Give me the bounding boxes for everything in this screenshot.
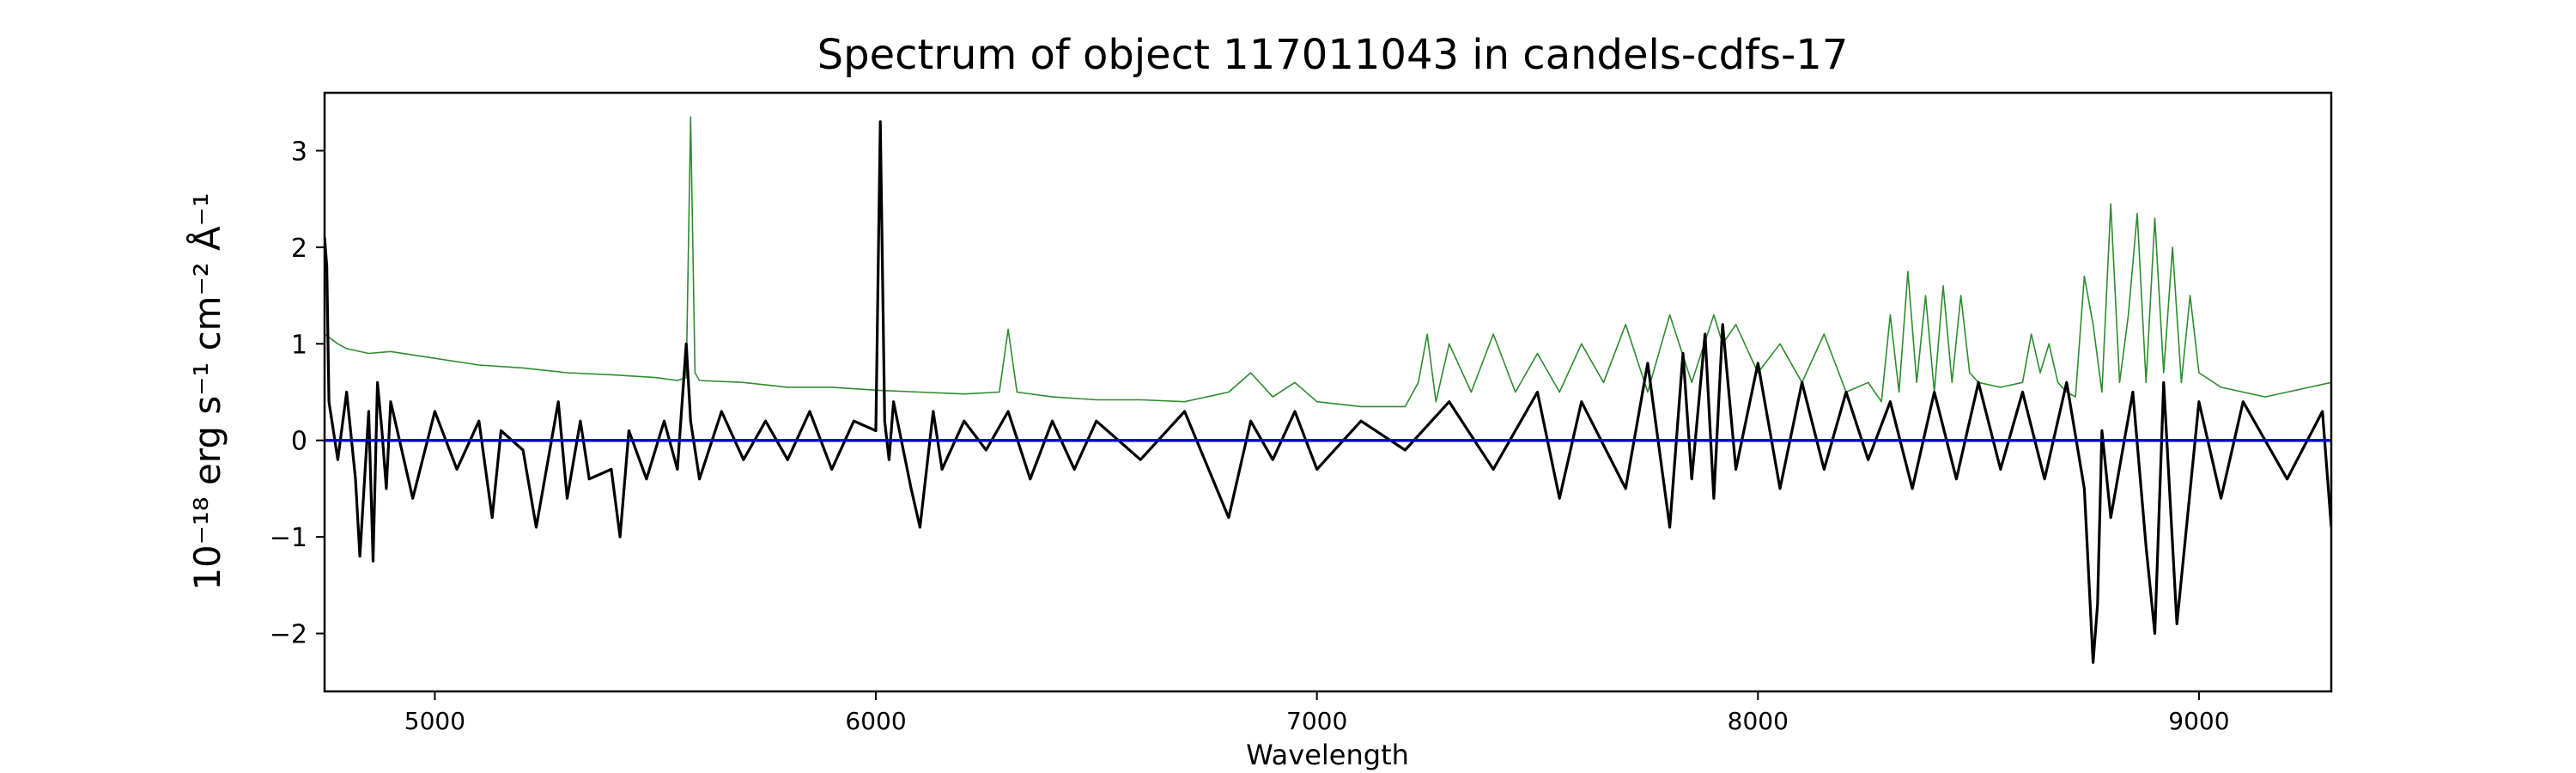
y-tick-label: 0 xyxy=(291,427,307,457)
y-tick-label: 1 xyxy=(291,330,307,360)
error-series-line xyxy=(325,116,2331,408)
x-axis: 5000 6000 7000 8000 9000 xyxy=(404,691,2230,735)
y-axis-label: 10⁻¹⁸ erg s⁻¹ cm⁻² Å⁻¹ xyxy=(185,192,228,590)
plot-area xyxy=(323,91,2333,693)
x-tick-label: 7000 xyxy=(1286,707,1347,735)
x-axis-label: Wavelength xyxy=(1246,739,1409,771)
chart-title: Spectrum of object 117011043 in candels-… xyxy=(817,31,1849,79)
y-tick-label: 3 xyxy=(291,137,307,167)
y-axis: −2 −1 0 1 2 3 xyxy=(270,137,325,650)
y-tick-label: −2 xyxy=(270,620,307,650)
x-tick-label: 6000 xyxy=(845,707,906,735)
y-tick-label: 2 xyxy=(291,234,307,264)
flux-series-line xyxy=(325,120,2331,664)
x-tick-label: 9000 xyxy=(2168,707,2229,735)
x-tick-label: 5000 xyxy=(404,707,465,735)
x-tick-label: 8000 xyxy=(1728,707,1789,735)
y-tick-label: −1 xyxy=(270,523,307,553)
plot-frame xyxy=(323,91,2333,693)
